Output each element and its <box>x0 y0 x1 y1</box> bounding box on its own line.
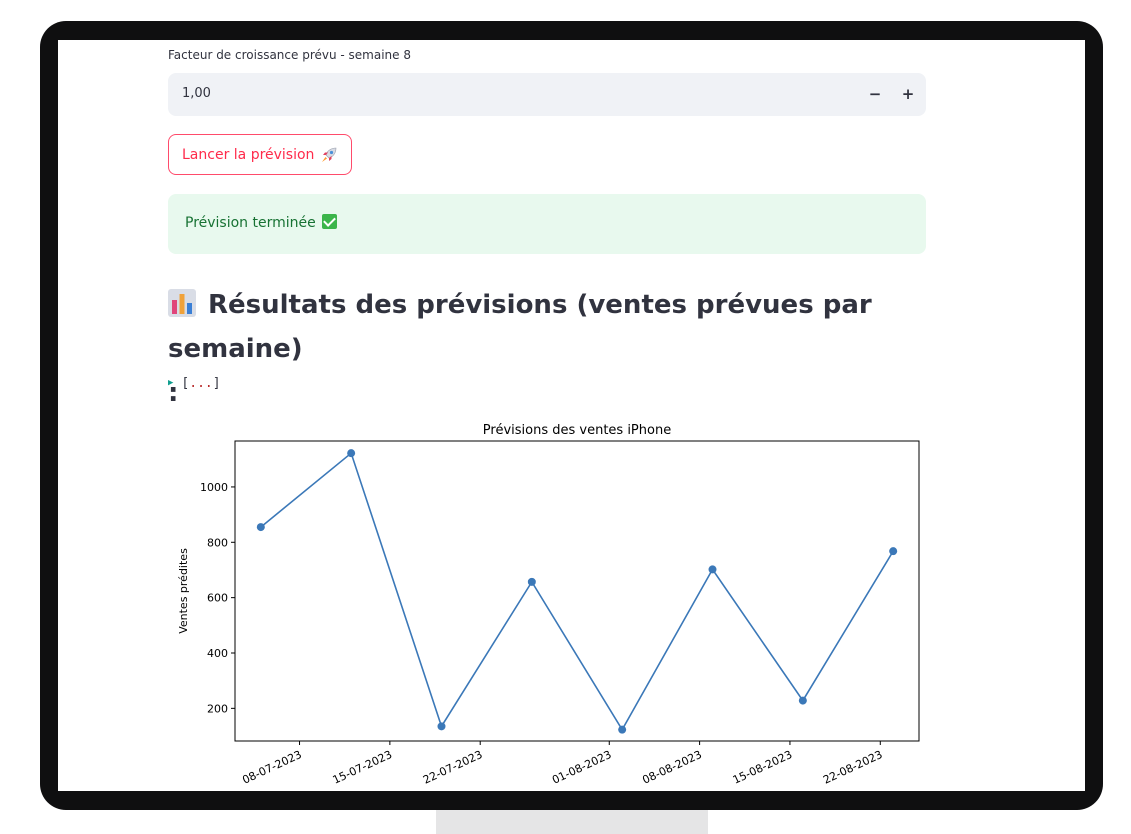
x-tick-label: 15-07-2023 <box>331 748 394 787</box>
json-open-bracket: [ <box>181 376 190 391</box>
series-line <box>260 451 894 732</box>
success-message: Prévision terminée <box>185 214 337 231</box>
run-forecast-button[interactable]: Lancer la prévision <box>168 134 353 175</box>
data-point <box>618 725 627 734</box>
y-axis-label: Ventes prédites <box>177 548 190 634</box>
x-tick-label: 01-08-2023 <box>550 748 613 787</box>
caret-right-icon[interactable]: ▶ <box>168 378 174 388</box>
data-point <box>347 449 356 458</box>
chart-title: Prévisions des ventes iPhone <box>483 423 671 438</box>
success-message-text: Prévision terminée <box>185 215 316 231</box>
data-point <box>256 523 265 532</box>
decrement-button[interactable]: − <box>868 85 882 103</box>
x-tick-label: 15-08-2023 <box>731 748 794 787</box>
run-forecast-label: Lancer la prévision <box>182 146 315 163</box>
data-point <box>437 722 446 731</box>
rocket-icon <box>322 147 337 162</box>
json-ellipsis: ... <box>189 376 213 391</box>
success-alert: Prévision terminée <box>168 194 926 254</box>
x-tick-label: 22-07-2023 <box>421 748 484 787</box>
y-tick-label: 400 <box>207 647 228 660</box>
data-point <box>527 577 536 586</box>
y-tick-label: 200 <box>207 702 228 715</box>
monitor-stand <box>436 806 708 834</box>
data-point <box>798 696 807 705</box>
plot-frame <box>234 440 920 742</box>
json-close-bracket: ] <box>212 376 221 391</box>
data-point <box>889 547 898 556</box>
y-tick-label: 1000 <box>200 481 228 494</box>
growth-factor-label: Facteur de croissance prévu - semaine 8 <box>168 48 411 62</box>
increment-button[interactable]: + <box>901 85 915 103</box>
y-tick-label: 800 <box>207 536 228 549</box>
bar-chart-icon <box>168 289 196 317</box>
check-mark-icon <box>321 214 337 229</box>
results-heading-text: Résultats des prévisions (ventes prévues… <box>168 290 872 364</box>
json-expand-toggle[interactable]: ▶ [...] <box>168 376 221 391</box>
results-heading: Résultats des prévisions (ventes prévues… <box>168 283 926 415</box>
forecast-chart: Prévisions des ventes iPhone 200 400 600 800… <box>177 423 920 787</box>
app-screen: Facteur de croissance prévu - semaine 8 … <box>58 40 1085 791</box>
results-heading-colon: : <box>168 378 179 408</box>
x-tick-label: 08-08-2023 <box>640 748 703 787</box>
x-tick-label: 08-07-2023 <box>240 748 303 787</box>
growth-factor-value[interactable]: 1,00 <box>182 86 211 101</box>
growth-factor-input[interactable]: 1,00 − + <box>168 73 926 116</box>
data-point <box>708 565 717 574</box>
x-tick-label: 22-08-2023 <box>821 748 884 787</box>
y-tick-label: 600 <box>207 592 228 605</box>
